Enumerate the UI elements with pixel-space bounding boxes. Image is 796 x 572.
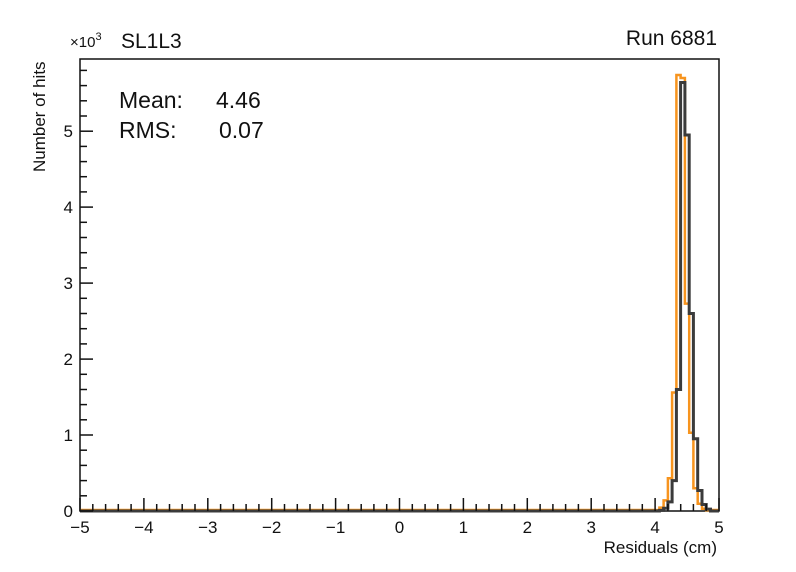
- stat-mean-label: Mean:: [119, 87, 183, 113]
- histogram-series: [80, 73, 719, 513]
- y-axis-exponent: ×103: [70, 31, 102, 51]
- stat-rms-value: 0.07: [219, 117, 264, 143]
- x-tick-label: −4: [134, 518, 153, 537]
- x-tick-label: 1: [459, 518, 468, 537]
- y-axis-exponent-base: ×10: [70, 34, 95, 51]
- y-tick-label: 1: [64, 426, 73, 445]
- y-tick-label: 4: [64, 198, 73, 217]
- x-tick-label: −1: [326, 518, 345, 537]
- x-tick-label: 0: [395, 518, 404, 537]
- x-tick-label: 5: [714, 518, 723, 537]
- x-axis-title: Residuals (cm): [604, 538, 717, 557]
- y-axis-title: Number of hits: [30, 61, 49, 172]
- y-tick-label: 3: [64, 274, 73, 293]
- residuals-hist-dark: [80, 81, 719, 513]
- x-tick-label: 2: [523, 518, 532, 537]
- y-axis-exponent-power: 3: [95, 31, 101, 43]
- x-tick-label: 3: [586, 518, 595, 537]
- y-tick-label: 0: [64, 502, 73, 521]
- plot-title: SL1L3: [121, 30, 182, 53]
- x-tick-label: −5: [70, 518, 89, 537]
- y-tick-label: 2: [64, 350, 73, 369]
- x-tick-label: −2: [262, 518, 281, 537]
- x-tick-label: −3: [198, 518, 217, 537]
- stat-mean-value: 4.46: [216, 87, 261, 113]
- y-tick-label: 5: [64, 122, 73, 141]
- axis-ticks: [79, 69, 720, 512]
- axis-tick-labels: −5 −4 −3 −2 −1 0 1 2 3 4 5 0 1 2 3 4 5: [64, 122, 724, 537]
- stat-rms-label: RMS:: [119, 117, 177, 143]
- x-tick-label: 4: [650, 518, 659, 537]
- run-annotation: Run 6881: [626, 27, 717, 50]
